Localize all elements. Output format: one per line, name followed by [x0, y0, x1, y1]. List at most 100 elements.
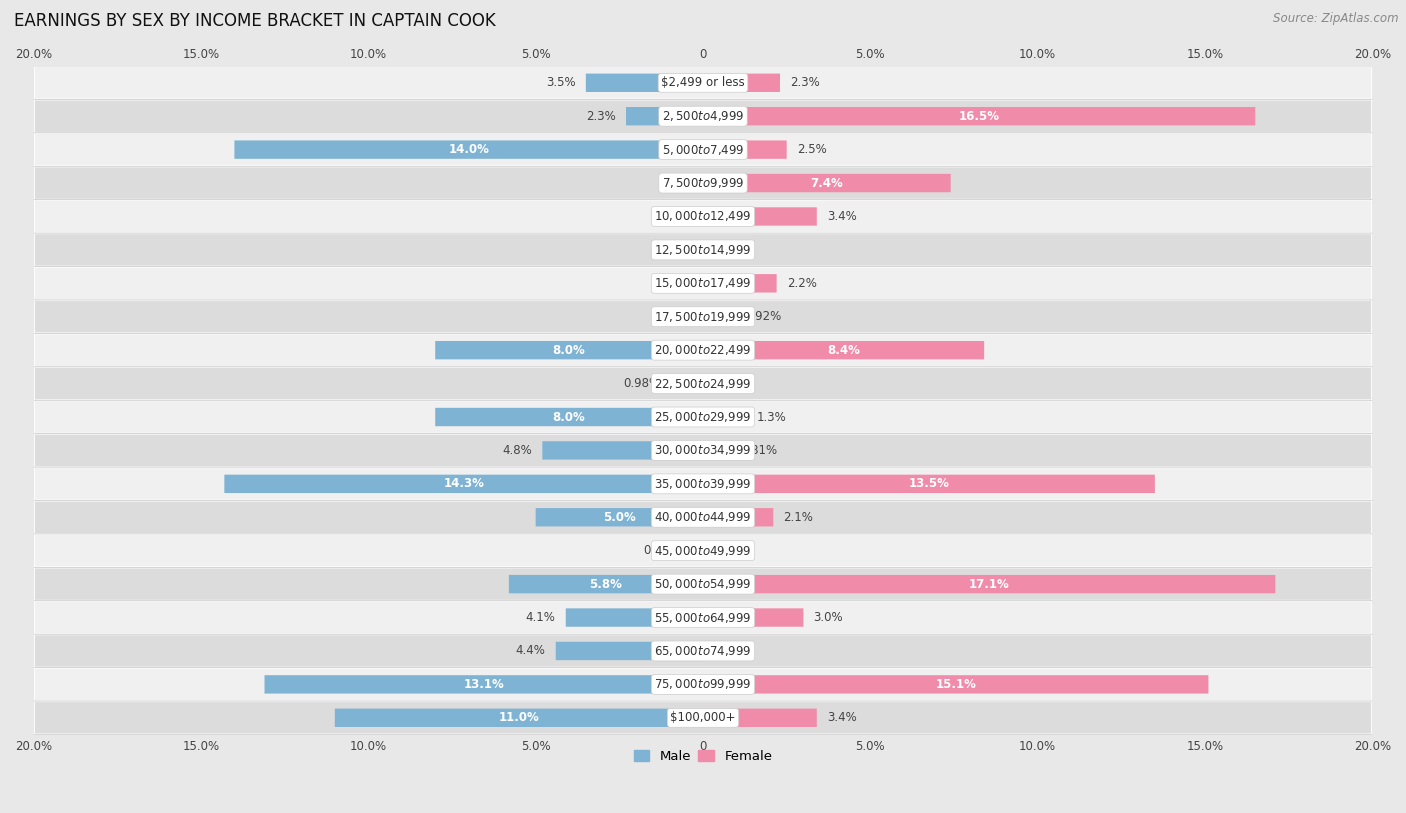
- FancyBboxPatch shape: [703, 675, 1208, 693]
- FancyBboxPatch shape: [703, 475, 1154, 493]
- Text: 8.0%: 8.0%: [553, 344, 585, 357]
- Text: 0.0%: 0.0%: [713, 243, 742, 256]
- FancyBboxPatch shape: [703, 207, 817, 226]
- FancyBboxPatch shape: [703, 508, 773, 527]
- Text: 0.98%: 0.98%: [623, 377, 661, 390]
- Text: 2.3%: 2.3%: [586, 110, 616, 123]
- FancyBboxPatch shape: [703, 174, 950, 192]
- Text: $17,500 to $19,999: $17,500 to $19,999: [654, 310, 752, 324]
- Text: $55,000 to $64,999: $55,000 to $64,999: [654, 611, 752, 624]
- FancyBboxPatch shape: [35, 201, 1371, 233]
- FancyBboxPatch shape: [35, 367, 1371, 399]
- FancyBboxPatch shape: [35, 668, 1371, 700]
- FancyBboxPatch shape: [703, 575, 1275, 593]
- Text: 4.1%: 4.1%: [526, 611, 555, 624]
- FancyBboxPatch shape: [35, 301, 1371, 333]
- Text: $10,000 to $12,499: $10,000 to $12,499: [654, 210, 752, 224]
- FancyBboxPatch shape: [703, 441, 730, 459]
- FancyBboxPatch shape: [703, 307, 734, 326]
- FancyBboxPatch shape: [703, 274, 776, 293]
- Text: EARNINGS BY SEX BY INCOME BRACKET IN CAPTAIN COOK: EARNINGS BY SEX BY INCOME BRACKET IN CAP…: [14, 12, 496, 30]
- Text: $25,000 to $29,999: $25,000 to $29,999: [654, 410, 752, 424]
- Text: 8.4%: 8.4%: [827, 344, 860, 357]
- FancyBboxPatch shape: [35, 267, 1371, 299]
- FancyBboxPatch shape: [35, 134, 1371, 165]
- Text: 15.1%: 15.1%: [935, 678, 976, 691]
- FancyBboxPatch shape: [32, 601, 1374, 634]
- FancyBboxPatch shape: [35, 101, 1371, 132]
- Text: $12,500 to $14,999: $12,500 to $14,999: [654, 243, 752, 257]
- Text: Source: ZipAtlas.com: Source: ZipAtlas.com: [1274, 12, 1399, 25]
- FancyBboxPatch shape: [35, 535, 1371, 567]
- FancyBboxPatch shape: [703, 107, 1256, 125]
- Text: 0.0%: 0.0%: [664, 176, 693, 189]
- FancyBboxPatch shape: [35, 502, 1371, 533]
- Text: $5,000 to $7,499: $5,000 to $7,499: [662, 142, 744, 157]
- FancyBboxPatch shape: [32, 200, 1374, 233]
- Text: 0.92%: 0.92%: [744, 311, 782, 324]
- FancyBboxPatch shape: [32, 99, 1374, 133]
- Text: 4.4%: 4.4%: [516, 645, 546, 658]
- FancyBboxPatch shape: [32, 467, 1374, 501]
- FancyBboxPatch shape: [32, 400, 1374, 433]
- FancyBboxPatch shape: [35, 635, 1371, 667]
- Text: $30,000 to $34,999: $30,000 to $34,999: [654, 443, 752, 458]
- FancyBboxPatch shape: [32, 667, 1374, 701]
- Text: 2.5%: 2.5%: [797, 143, 827, 156]
- FancyBboxPatch shape: [703, 608, 803, 627]
- Text: $2,499 or less: $2,499 or less: [661, 76, 745, 89]
- Text: 0.0%: 0.0%: [664, 243, 693, 256]
- Text: 1.3%: 1.3%: [756, 411, 786, 424]
- FancyBboxPatch shape: [436, 341, 703, 359]
- FancyBboxPatch shape: [32, 501, 1374, 534]
- Text: 0.0%: 0.0%: [713, 377, 742, 390]
- FancyBboxPatch shape: [32, 333, 1374, 367]
- FancyBboxPatch shape: [32, 367, 1374, 400]
- Text: 4.8%: 4.8%: [502, 444, 533, 457]
- Text: 2.3%: 2.3%: [790, 76, 820, 89]
- Text: 17.1%: 17.1%: [969, 577, 1010, 590]
- FancyBboxPatch shape: [509, 575, 703, 593]
- FancyBboxPatch shape: [703, 709, 817, 727]
- FancyBboxPatch shape: [703, 141, 787, 159]
- Text: 13.5%: 13.5%: [908, 477, 949, 490]
- Text: 16.5%: 16.5%: [959, 110, 1000, 123]
- FancyBboxPatch shape: [35, 402, 1371, 433]
- Text: 14.3%: 14.3%: [443, 477, 484, 490]
- FancyBboxPatch shape: [683, 541, 703, 560]
- FancyBboxPatch shape: [32, 66, 1374, 99]
- FancyBboxPatch shape: [235, 141, 703, 159]
- FancyBboxPatch shape: [35, 67, 1371, 98]
- FancyBboxPatch shape: [671, 375, 703, 393]
- FancyBboxPatch shape: [35, 602, 1371, 633]
- FancyBboxPatch shape: [35, 568, 1371, 600]
- FancyBboxPatch shape: [536, 508, 703, 527]
- FancyBboxPatch shape: [32, 701, 1374, 734]
- Text: 0.0%: 0.0%: [664, 311, 693, 324]
- Text: 11.0%: 11.0%: [499, 711, 540, 724]
- Text: $65,000 to $74,999: $65,000 to $74,999: [654, 644, 752, 658]
- Text: 0.6%: 0.6%: [643, 544, 673, 557]
- Text: 3.5%: 3.5%: [546, 76, 576, 89]
- Text: $7,500 to $9,999: $7,500 to $9,999: [662, 176, 744, 190]
- Text: $35,000 to $39,999: $35,000 to $39,999: [654, 477, 752, 491]
- Text: $45,000 to $49,999: $45,000 to $49,999: [654, 544, 752, 558]
- Text: $100,000+: $100,000+: [671, 711, 735, 724]
- FancyBboxPatch shape: [32, 534, 1374, 567]
- Text: $20,000 to $22,499: $20,000 to $22,499: [654, 343, 752, 357]
- Text: $50,000 to $54,999: $50,000 to $54,999: [654, 577, 752, 591]
- FancyBboxPatch shape: [32, 634, 1374, 667]
- FancyBboxPatch shape: [335, 709, 703, 727]
- FancyBboxPatch shape: [32, 133, 1374, 167]
- FancyBboxPatch shape: [35, 334, 1371, 366]
- FancyBboxPatch shape: [32, 267, 1374, 300]
- Text: 0.0%: 0.0%: [664, 210, 693, 223]
- Text: 5.8%: 5.8%: [589, 577, 623, 590]
- FancyBboxPatch shape: [565, 608, 703, 627]
- Text: 13.1%: 13.1%: [464, 678, 505, 691]
- Text: 7.4%: 7.4%: [810, 176, 844, 189]
- Text: 0.81%: 0.81%: [740, 444, 778, 457]
- FancyBboxPatch shape: [32, 233, 1374, 267]
- FancyBboxPatch shape: [586, 74, 703, 92]
- FancyBboxPatch shape: [703, 341, 984, 359]
